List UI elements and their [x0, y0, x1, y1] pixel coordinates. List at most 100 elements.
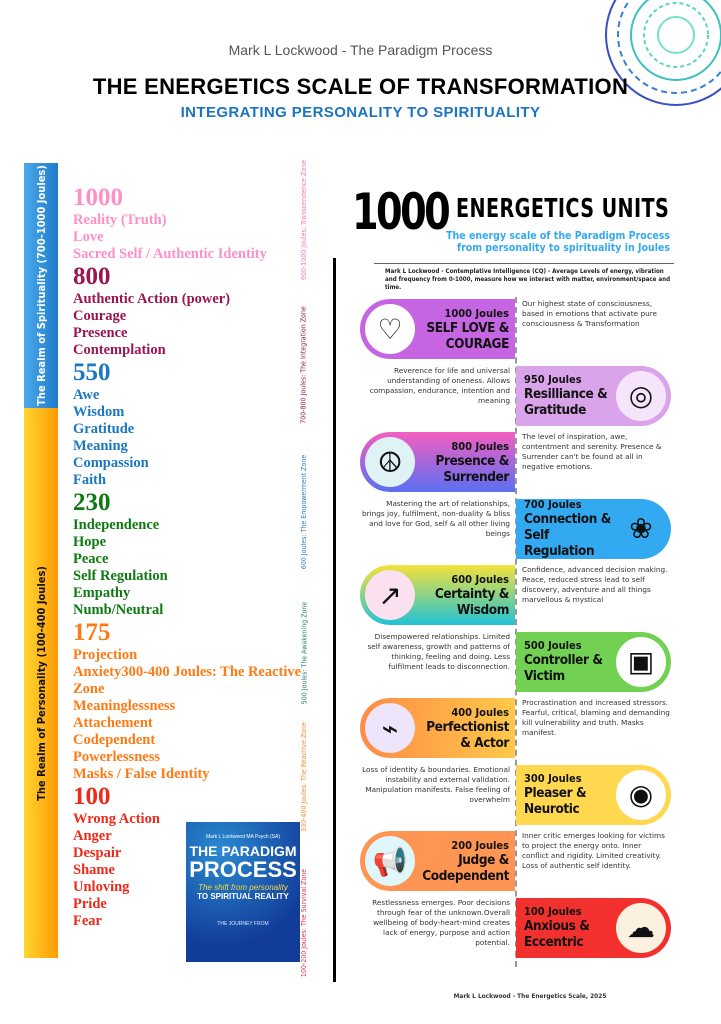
zone-label-text: 100-200 Joules: The Survival Zone [300, 868, 309, 978]
energy-card: ▣ 500 Joules Controller & Victim [516, 631, 671, 692]
card-joules: 100 Joules [524, 905, 582, 918]
energy-row: ◎ 950 Joules Resilliance & Gratitude Revere… [360, 364, 672, 431]
level-item: Authentic Action (power) [73, 291, 231, 307]
energy-row: 📢 200 Joules Judge & Codependent Inner crit… [360, 829, 672, 896]
realm-spirituality-label: The Realm of Spirituality (700-1000 Joul… [34, 165, 48, 406]
level-item: Anger [73, 828, 112, 844]
level-item: Independence [73, 517, 160, 533]
brain-icon: ☁ [616, 902, 666, 953]
realm-personality-bar: The Realm of Personality (100-400 Joules… [24, 408, 58, 958]
level-item: Numb/Neutral [73, 602, 164, 618]
book-title-line1: THE PARADIGM [189, 843, 297, 859]
tagline-line1: The energy scale of the Paradigm Process [446, 230, 670, 242]
level-item: Projection [73, 647, 138, 663]
level-item: Love [73, 229, 104, 245]
big-number: 1000 [352, 183, 451, 241]
level-item: Reality (Truth) [73, 212, 167, 228]
energy-card: 📢 200 Joules Judge & Codependent [360, 831, 515, 891]
level-item: Gratitude [73, 421, 135, 437]
level-item: Wrong Action [73, 811, 160, 827]
level-item: Shame [73, 862, 115, 878]
level-item: Compassion [73, 455, 149, 471]
card-text: 700 Joules Connection & Self Regulation [524, 498, 616, 559]
level-item: Anxiety300-400 Joules: The Reactive Zone [73, 664, 302, 697]
level-item: Despair [73, 845, 122, 861]
mandala-decoration [605, 0, 721, 106]
lotus-icon: ❀ [629, 512, 653, 545]
energy-row: ☁ 100 Joules Anxious & Eccentric Restlessne… [360, 896, 672, 963]
zone-label-text: 600 Joules: The Empowerment Zone [300, 454, 309, 570]
level-item: Unloving [73, 879, 130, 895]
spiral-head-icon: ◎ [616, 370, 666, 421]
realm-spirituality-bar: The Realm of Spirituality (700-1000 Joul… [24, 163, 58, 408]
eye-icon: ◉ [616, 769, 666, 820]
energy-row: ♡ 1000 Joules SELF LOVE & COURAGE Our highe… [360, 297, 672, 364]
footer-credit: Mark L Lockwood - The Energetics Scale, … [453, 992, 607, 1000]
level-item: Peace [73, 551, 109, 567]
level-item: Presence [73, 325, 128, 341]
level-value: 550 [73, 359, 111, 386]
energy-card: ☁ 100 Joules Anxious & Eccentric [516, 897, 671, 958]
card-title: SELF LOVE & COURAGE [426, 319, 509, 352]
screen-person-icon: ▣ [616, 636, 666, 687]
heart-icon: ♡ [365, 304, 415, 354]
energy-card: ↗ 600 Joules Certainty & Wisdom [360, 565, 515, 625]
card-joules: 1000 Joules [444, 306, 509, 320]
level-value: 175 [73, 619, 111, 646]
panel-tagline: The energy scale of the Paradigm Process… [430, 230, 670, 254]
card-text: 200 Joules Judge & Codependent [415, 839, 509, 884]
card-text: 400 Joules Perfectionist & Actor [415, 706, 509, 751]
energy-card: ◉ 300 Joules Pleaser & Neurotic [516, 764, 671, 825]
row-description: The level of inspiration, awe, contentme… [522, 432, 662, 471]
card-joules: 200 Joules [451, 838, 509, 852]
card-joules: 600 Joules [451, 572, 509, 586]
energy-card: ❀ 700 Joules Connection & Self Regulation [516, 498, 671, 559]
book-tagline2: TO SPIRITUAL REALITY [197, 892, 289, 901]
book-footer: THE JOURNEY FROM [217, 921, 269, 927]
energy-row: ☮ 800 Joules Presence & Surrender The level… [360, 430, 672, 497]
megaphone-icon: 📢 [365, 836, 415, 886]
energy-row: ▣ 500 Joules Controller & Victim Disempower… [360, 630, 672, 697]
divider-line [333, 258, 336, 982]
card-title: Judge & Codependent [422, 851, 509, 884]
card-title: Anxious & Eccentric [524, 918, 590, 950]
card-title: Resilliance & Gratitude [524, 386, 608, 418]
card-text: 500 Joules Controller & Victim [524, 639, 616, 684]
card-title: Perfectionist & Actor [426, 718, 509, 751]
energy-card: ☮ 800 Joules Presence & Surrender [360, 432, 515, 492]
growth-chart-icon: ↗ [365, 570, 415, 620]
level-item: Sacred Self / Authentic Identity [73, 246, 267, 262]
level-value: 1000 [73, 184, 123, 211]
level-value: 800 [73, 263, 111, 290]
energy-rows: ♡ 1000 Joules SELF LOVE & COURAGE Our highe… [360, 297, 672, 962]
card-joules: 500 Joules [524, 639, 582, 652]
levels-list: 1000 Reality (Truth) Love Sacred Self / Aut… [73, 184, 303, 930]
row-description: Mastering the art of relationships, brin… [362, 498, 510, 538]
level-item: Awe [73, 387, 100, 403]
zone-label-text: 900-1000 Joules: Transcendence Zone [300, 159, 308, 281]
card-joules: 300 Joules [524, 772, 582, 785]
level-item: Meaning [73, 438, 128, 454]
row-description: Procrastination and increased stressors.… [522, 698, 670, 737]
card-text: 600 Joules Certainty & Wisdom [415, 572, 510, 618]
row-description: Loss of identity & boundaries. Emotional… [362, 764, 510, 804]
energy-card: ⌁ 400 Joules Perfectionist & Actor [360, 698, 515, 758]
row-description: Confidence, advanced decision making. Pe… [522, 565, 668, 604]
level-item: Masks / False Identity [73, 766, 210, 782]
card-title: Controller & Victim [524, 652, 603, 684]
card-title: Certainty & Wisdom [434, 585, 510, 618]
level-item: Contemplation [73, 342, 166, 358]
zone-label-text: 300-400 Joules: The Reactive Zone [300, 721, 308, 832]
level-item: Courage [73, 308, 127, 324]
card-joules: 700 Joules [524, 498, 582, 511]
level-item: Wisdom [73, 404, 125, 420]
page-title: THE ENERGETICS SCALE OF TRANSFORMATION [92, 74, 629, 99]
row-description: Restlessness emerges. Poor decisions thr… [372, 897, 510, 947]
level-item: Fear [73, 913, 102, 929]
card-text: 300 Joules Pleaser & Neurotic [524, 772, 616, 817]
card-text: 1000 Joules SELF LOVE & COURAGE [415, 307, 509, 352]
book-author: Mark L Lockwood MA Psych (SA) [205, 834, 280, 840]
row-description: Reverence for life and universal underst… [369, 365, 510, 405]
energy-row: ◉ 300 Joules Pleaser & Neurotic Loss of ide… [360, 763, 672, 830]
level-value: 230 [73, 489, 111, 516]
